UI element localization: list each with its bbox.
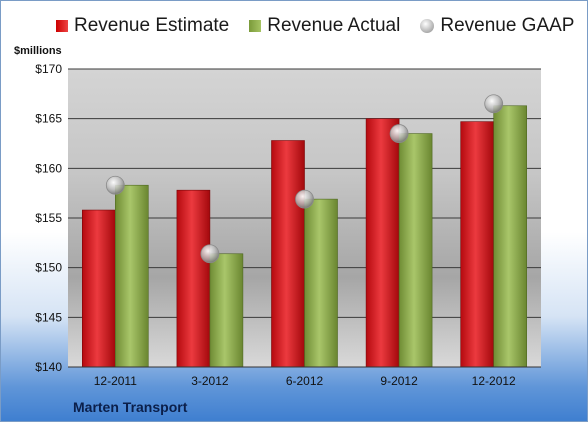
- legend-swatch-gaap: [420, 19, 435, 33]
- x-tick-label: 6-2012: [286, 374, 324, 388]
- bar-revenue-actual: [209, 253, 244, 368]
- y-tick-label: $145: [35, 310, 62, 324]
- legend-swatch-actual: [249, 20, 262, 32]
- legend-swatch-estimate: [56, 20, 68, 32]
- legend-label-estimate: Revenue Estimate: [74, 15, 230, 36]
- bar-revenue-actual: [398, 133, 433, 368]
- bar-revenue-estimate: [176, 189, 211, 368]
- bar-revenue-actual: [304, 198, 338, 368]
- y-axis-unit-label: $millions: [14, 45, 62, 57]
- y-tick-label: $140: [35, 360, 62, 374]
- y-tick-label: $165: [35, 112, 62, 126]
- bar-revenue-estimate: [271, 140, 305, 368]
- point-revenue-gaap: [200, 244, 220, 264]
- company-name: Marten Transport: [73, 399, 188, 415]
- point-revenue-gaap: [295, 189, 314, 209]
- point-revenue-gaap: [389, 124, 409, 143]
- bar-revenue-estimate: [82, 209, 116, 368]
- x-tick-label: 12-2012: [472, 374, 516, 388]
- bar-revenue-actual: [493, 105, 528, 368]
- x-tick-label: 9-2012: [380, 374, 418, 388]
- legend-label-actual: Revenue Actual: [267, 15, 401, 36]
- bar-revenue-estimate: [460, 121, 495, 368]
- legend-item-gaap: Revenue GAAP: [420, 15, 574, 37]
- legend: Revenue Estimate Revenue Actual Revenue …: [56, 15, 574, 37]
- legend-label-gaap: Revenue GAAP: [440, 15, 575, 36]
- y-tick-label: $170: [35, 62, 62, 76]
- x-tick-label: 12-2011: [94, 374, 137, 388]
- bar-revenue-actual: [115, 184, 149, 368]
- point-revenue-gaap: [484, 94, 504, 114]
- y-tick-label: $150: [35, 261, 62, 275]
- point-revenue-gaap: [105, 175, 125, 195]
- y-tick-label: $160: [35, 161, 62, 175]
- bar-revenue-estimate: [365, 118, 400, 368]
- legend-item-estimate: Revenue Estimate: [56, 15, 229, 37]
- legend-item-actual: Revenue Actual: [249, 15, 400, 37]
- y-tick-label: $155: [35, 211, 62, 225]
- x-tick-label: 3-2012: [191, 374, 229, 388]
- plot-area: $140 $145 $150 $155 $160 $165 $170 12-2011 3-201…: [35, 62, 541, 388]
